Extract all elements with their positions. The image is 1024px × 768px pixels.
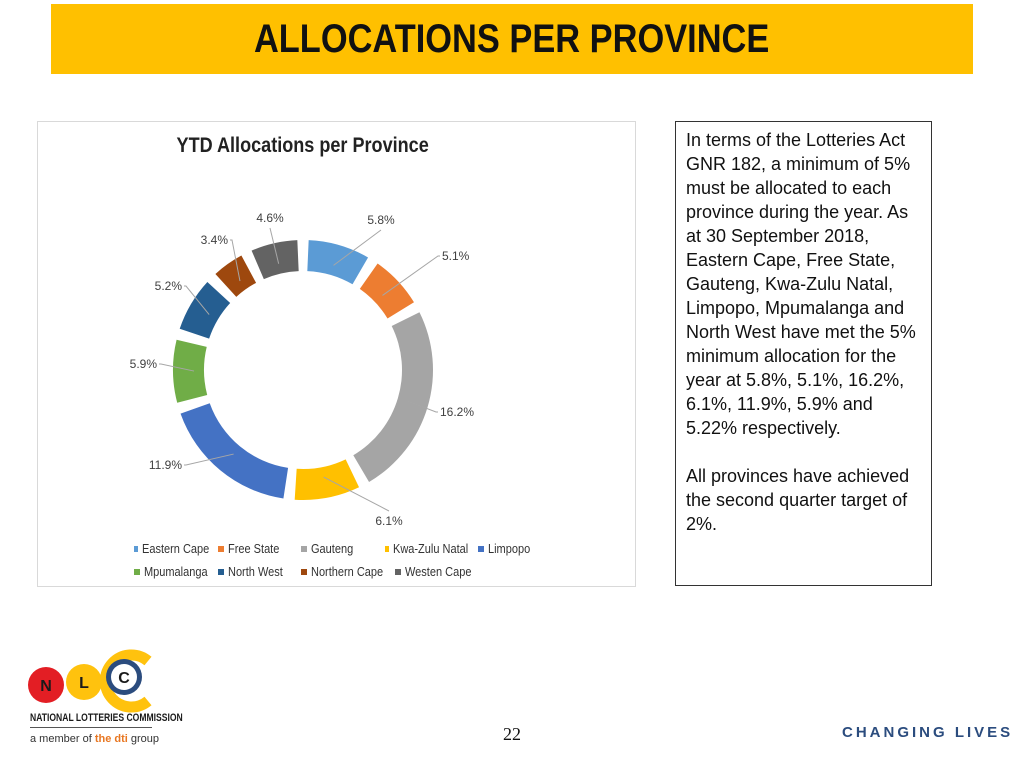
legend-label: Kwa-Zulu Natal (392, 541, 468, 556)
chart-legend: Eastern Cape Free State Gauteng Kwa-Zulu Na… (134, 537, 634, 583)
leader-line (269, 227, 280, 264)
legend-item: Mpumalanga (134, 565, 218, 579)
legend-swatch (218, 568, 224, 575)
leader-line (184, 453, 234, 466)
title-bar: ALLOCATIONS PER PROVINCE (51, 4, 973, 74)
leader-line (407, 400, 438, 413)
slice-kwa-zulu-natal (294, 459, 360, 500)
slice-northern-cape (215, 255, 257, 297)
legend-item: Westen Cape (395, 565, 485, 579)
legend-label: Mpumalanga (144, 564, 208, 579)
data-label: 6.1% (375, 514, 403, 528)
legend-label: North West (228, 564, 283, 579)
legend-label: Free State (228, 541, 280, 556)
legend-item: Eastern Cape (134, 542, 218, 556)
legend-label: Gauteng (311, 541, 354, 556)
nlc-logo: N L C (28, 649, 152, 713)
data-label: 5.8% (367, 213, 395, 227)
slide-title: ALLOCATIONS PER PROVINCE (254, 16, 770, 61)
leader-line (184, 285, 210, 315)
legend-label: Northern Cape (311, 564, 384, 579)
legend-item: Northern Cape (301, 565, 395, 579)
data-label: 5.2% (155, 279, 183, 293)
logo-subtitle: a member of the dti group (30, 733, 159, 745)
logo-sub-highlight: the dti (94, 733, 128, 745)
logo-letter-c: C (118, 670, 130, 687)
legend-label: Westen Cape (405, 564, 472, 579)
legend-swatch (385, 545, 389, 552)
logo-circle-white (111, 664, 137, 690)
commentary-paragraph-2: All provinces have achieved the second q… (686, 466, 910, 534)
leader-line (333, 229, 382, 266)
legend-item: North West (218, 565, 301, 579)
logo-divider (30, 727, 152, 728)
logo-circle-red (28, 667, 64, 703)
logo-circle-yellow (66, 664, 102, 700)
data-label: 5.1% (442, 249, 470, 263)
chart-title-wrap: YTD Allocations per Province (38, 134, 637, 158)
legend-item: Free State (218, 542, 301, 556)
data-label: 5.9% (130, 357, 158, 371)
slice-mpumalanga (173, 339, 208, 403)
legend-row: Mpumalanga North West Northern Cape Westen … (134, 560, 634, 583)
logo-arc-yellow (99, 649, 152, 713)
data-label: 3.4% (201, 233, 229, 247)
slice-limpopo (180, 403, 289, 499)
logo-letter-n: N (40, 678, 52, 695)
leader-line (382, 255, 440, 296)
legend-swatch (134, 568, 140, 575)
data-label: 16.2% (440, 405, 474, 419)
legend-item: Gauteng (301, 542, 385, 556)
slice-westen-cape (251, 240, 299, 280)
commentary-paragraph-1: In terms of the Lotteries Act GNR 182, a… (686, 130, 916, 438)
legend-swatch (134, 545, 138, 552)
slice-north-west (179, 281, 231, 339)
logo-organisation-name: NATIONAL LOTTERIES COMMISSION (30, 712, 183, 724)
leader-line (323, 476, 390, 512)
legend-swatch (301, 568, 307, 575)
legend-row: Eastern Cape Free State Gauteng Kwa-Zulu Na… (134, 537, 634, 560)
legend-swatch (478, 545, 484, 552)
leader-line (159, 363, 195, 372)
chart-title: YTD Allocations per Province (176, 134, 429, 157)
logo-sub-suffix: group (127, 733, 160, 745)
logo-sub-prefix: a member of (30, 733, 95, 745)
legend-item: Limpopo (478, 542, 548, 556)
legend-label: Limpopo (488, 541, 531, 556)
page-number: 22 (503, 724, 521, 744)
legend-label: Eastern Cape (141, 541, 209, 556)
legend-item: Kwa-Zulu Natal (385, 542, 478, 556)
commentary-box: In terms of the Lotteries Act GNR 182, a… (675, 121, 932, 586)
data-label: 4.6% (256, 211, 284, 225)
data-label: 11.9% (149, 458, 182, 472)
doughnut-chart: 5.8% 5.1% 16.2% 6.1% 11.9% 5.9% 5.2% 3.4% 4.6% (130, 211, 475, 528)
legend-swatch (395, 568, 401, 575)
chart-frame: YTD Allocations per Province 5.8% 5.1% 16.… (37, 121, 636, 587)
leader-line (230, 239, 241, 282)
tagline: CHANGING LIVES (842, 724, 1014, 741)
slice-free-state (359, 263, 414, 319)
legend-swatch (218, 545, 224, 552)
logo-letter-l: L (79, 675, 89, 692)
legend-swatch (301, 545, 307, 552)
slice-gauteng (353, 312, 433, 482)
